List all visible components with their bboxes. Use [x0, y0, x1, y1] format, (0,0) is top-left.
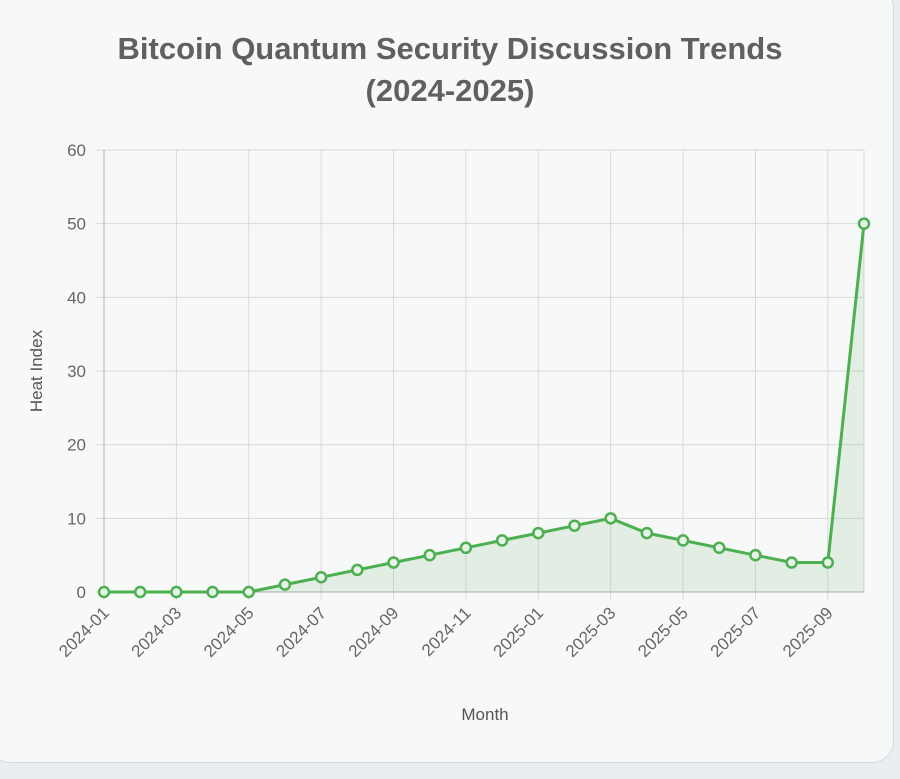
y-tick-label: 10: [67, 509, 86, 528]
data-point: [785, 556, 798, 569]
x-tick-label: 2024-07: [272, 603, 330, 661]
x-axis-label: Month: [461, 705, 508, 724]
data-point: [749, 548, 762, 562]
series-line: [104, 223, 866, 594]
data-point: [532, 526, 545, 540]
data-point: [387, 556, 400, 569]
data-point: [97, 585, 111, 599]
y-axis-label: Heat Index: [27, 329, 46, 412]
y-tick-label: 30: [67, 362, 86, 381]
data-point: [676, 534, 690, 547]
data-point: [821, 556, 835, 569]
x-tick-label: 2024-01: [55, 603, 113, 661]
data-point: [206, 585, 219, 599]
data-point: [242, 585, 256, 599]
x-tick-label: 2025-09: [779, 603, 837, 661]
data-point: [568, 519, 581, 532]
data-point: [857, 217, 871, 230]
chart-title-line-1: Bitcoin Quantum Security Discussion Tren…: [117, 31, 783, 66]
x-tick-label: 2025-03: [562, 603, 620, 661]
y-tick-label: 40: [67, 288, 86, 307]
data-point: [170, 585, 183, 599]
x-tick-label: 2024-09: [345, 603, 403, 661]
x-tick-label: 2024-03: [128, 603, 186, 661]
x-tick-label: 2024-11: [418, 603, 475, 660]
data-point: [495, 534, 509, 547]
x-tick-label: 2025-05: [634, 603, 692, 661]
data-point: [351, 563, 364, 577]
x-tick-label: 2024-05: [200, 603, 258, 661]
x-axis-ticks: 2024-01 2024-03 2024-05 2024-07 2024-09 2024-…: [55, 603, 836, 661]
series-area-fill: [104, 223, 864, 592]
chart-card: [0, 0, 894, 763]
data-point: [133, 585, 147, 599]
data-point: [604, 512, 617, 525]
y-tick-label: 0: [77, 583, 86, 602]
data-points: [97, 217, 871, 599]
y-tick-label: 20: [67, 436, 86, 455]
data-point: [712, 541, 726, 555]
data-point: [459, 541, 473, 555]
y-tick-label: 50: [67, 215, 86, 234]
data-point: [640, 526, 654, 540]
data-point: [423, 548, 436, 562]
y-tick-label: 60: [67, 141, 86, 160]
y-axis-ticks: 0 10 20 30 40 50 60: [67, 141, 86, 602]
x-tick-label: 2025-01: [490, 603, 548, 661]
x-tick-label: 2025-07: [707, 603, 765, 661]
data-point: [314, 571, 328, 584]
data-point: [278, 578, 292, 591]
chart-title: Bitcoin Quantum Security Discussion Tren…: [0, 28, 900, 112]
grid-layer: [96, 149, 865, 600]
chart-title-line-2: (2024-2025): [365, 73, 535, 108]
